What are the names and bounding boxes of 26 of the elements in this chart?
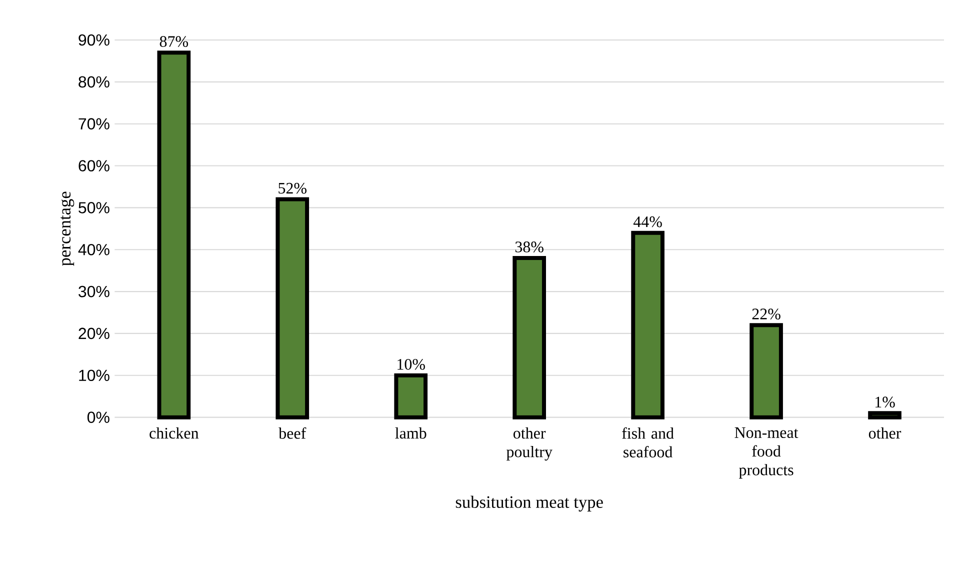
- y-tick-label: 70%: [78, 118, 110, 130]
- x-tick-label: beef: [278, 427, 306, 439]
- y-tick-label: 90%: [78, 34, 110, 46]
- y-tick-label: 50%: [78, 202, 110, 214]
- y-tick-label: 20%: [78, 328, 110, 340]
- x-tick-label: Non-meat food products: [734, 427, 798, 479]
- y-tick-label: 40%: [78, 244, 110, 256]
- x-tick-label: fish and seafood: [622, 427, 674, 458]
- data-label: 44%: [633, 216, 662, 228]
- y-tick-label: 10%: [79, 370, 110, 382]
- data-label: 22%: [752, 308, 780, 320]
- data-label: 1%: [876, 396, 895, 408]
- y-axis-title: percentage: [60, 192, 74, 266]
- y-tick-label: 0%: [87, 412, 110, 423]
- data-label: 52%: [278, 182, 306, 194]
- x-tick-label: other: [868, 427, 902, 439]
- y-tick-label: 30%: [78, 286, 110, 298]
- y-tick-label: 80%: [78, 76, 110, 88]
- x-tick-label: lamb: [395, 427, 426, 439]
- x-axis-title: subsitution meat type: [456, 496, 603, 512]
- x-tick-label: other poultry: [506, 427, 552, 461]
- data-label: 38%: [515, 242, 544, 252]
- data-label: 10%: [398, 358, 425, 370]
- y-tick-label: 60%: [78, 160, 110, 172]
- x-tick-label: chicken: [150, 427, 199, 439]
- data-label: 87%: [160, 36, 188, 47]
